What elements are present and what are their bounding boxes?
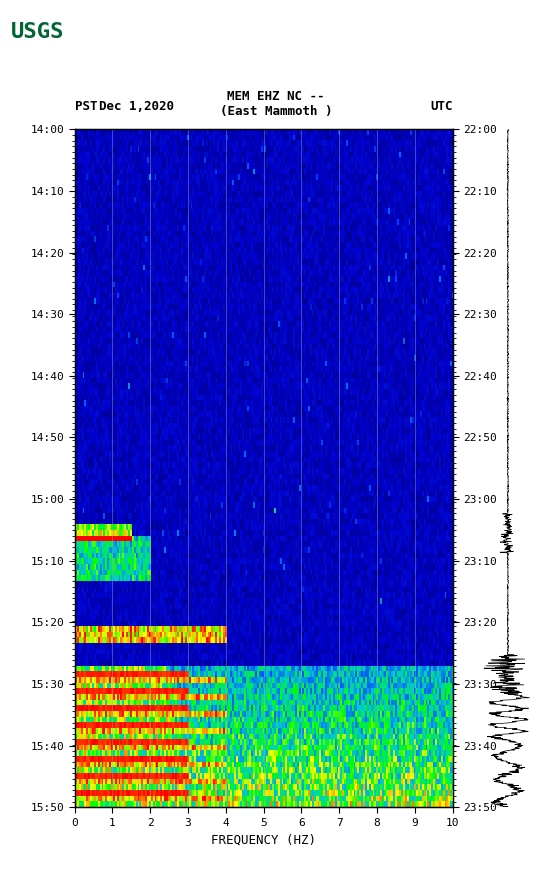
Text: PST: PST <box>75 100 97 113</box>
Text: Dec 1,2020: Dec 1,2020 <box>99 100 174 113</box>
X-axis label: FREQUENCY (HZ): FREQUENCY (HZ) <box>211 833 316 847</box>
Text: (East Mammoth ): (East Mammoth ) <box>220 104 332 118</box>
Text: MEM EHZ NC --: MEM EHZ NC -- <box>227 89 325 103</box>
Text: USGS: USGS <box>11 22 65 42</box>
Text: UTC: UTC <box>430 100 453 113</box>
